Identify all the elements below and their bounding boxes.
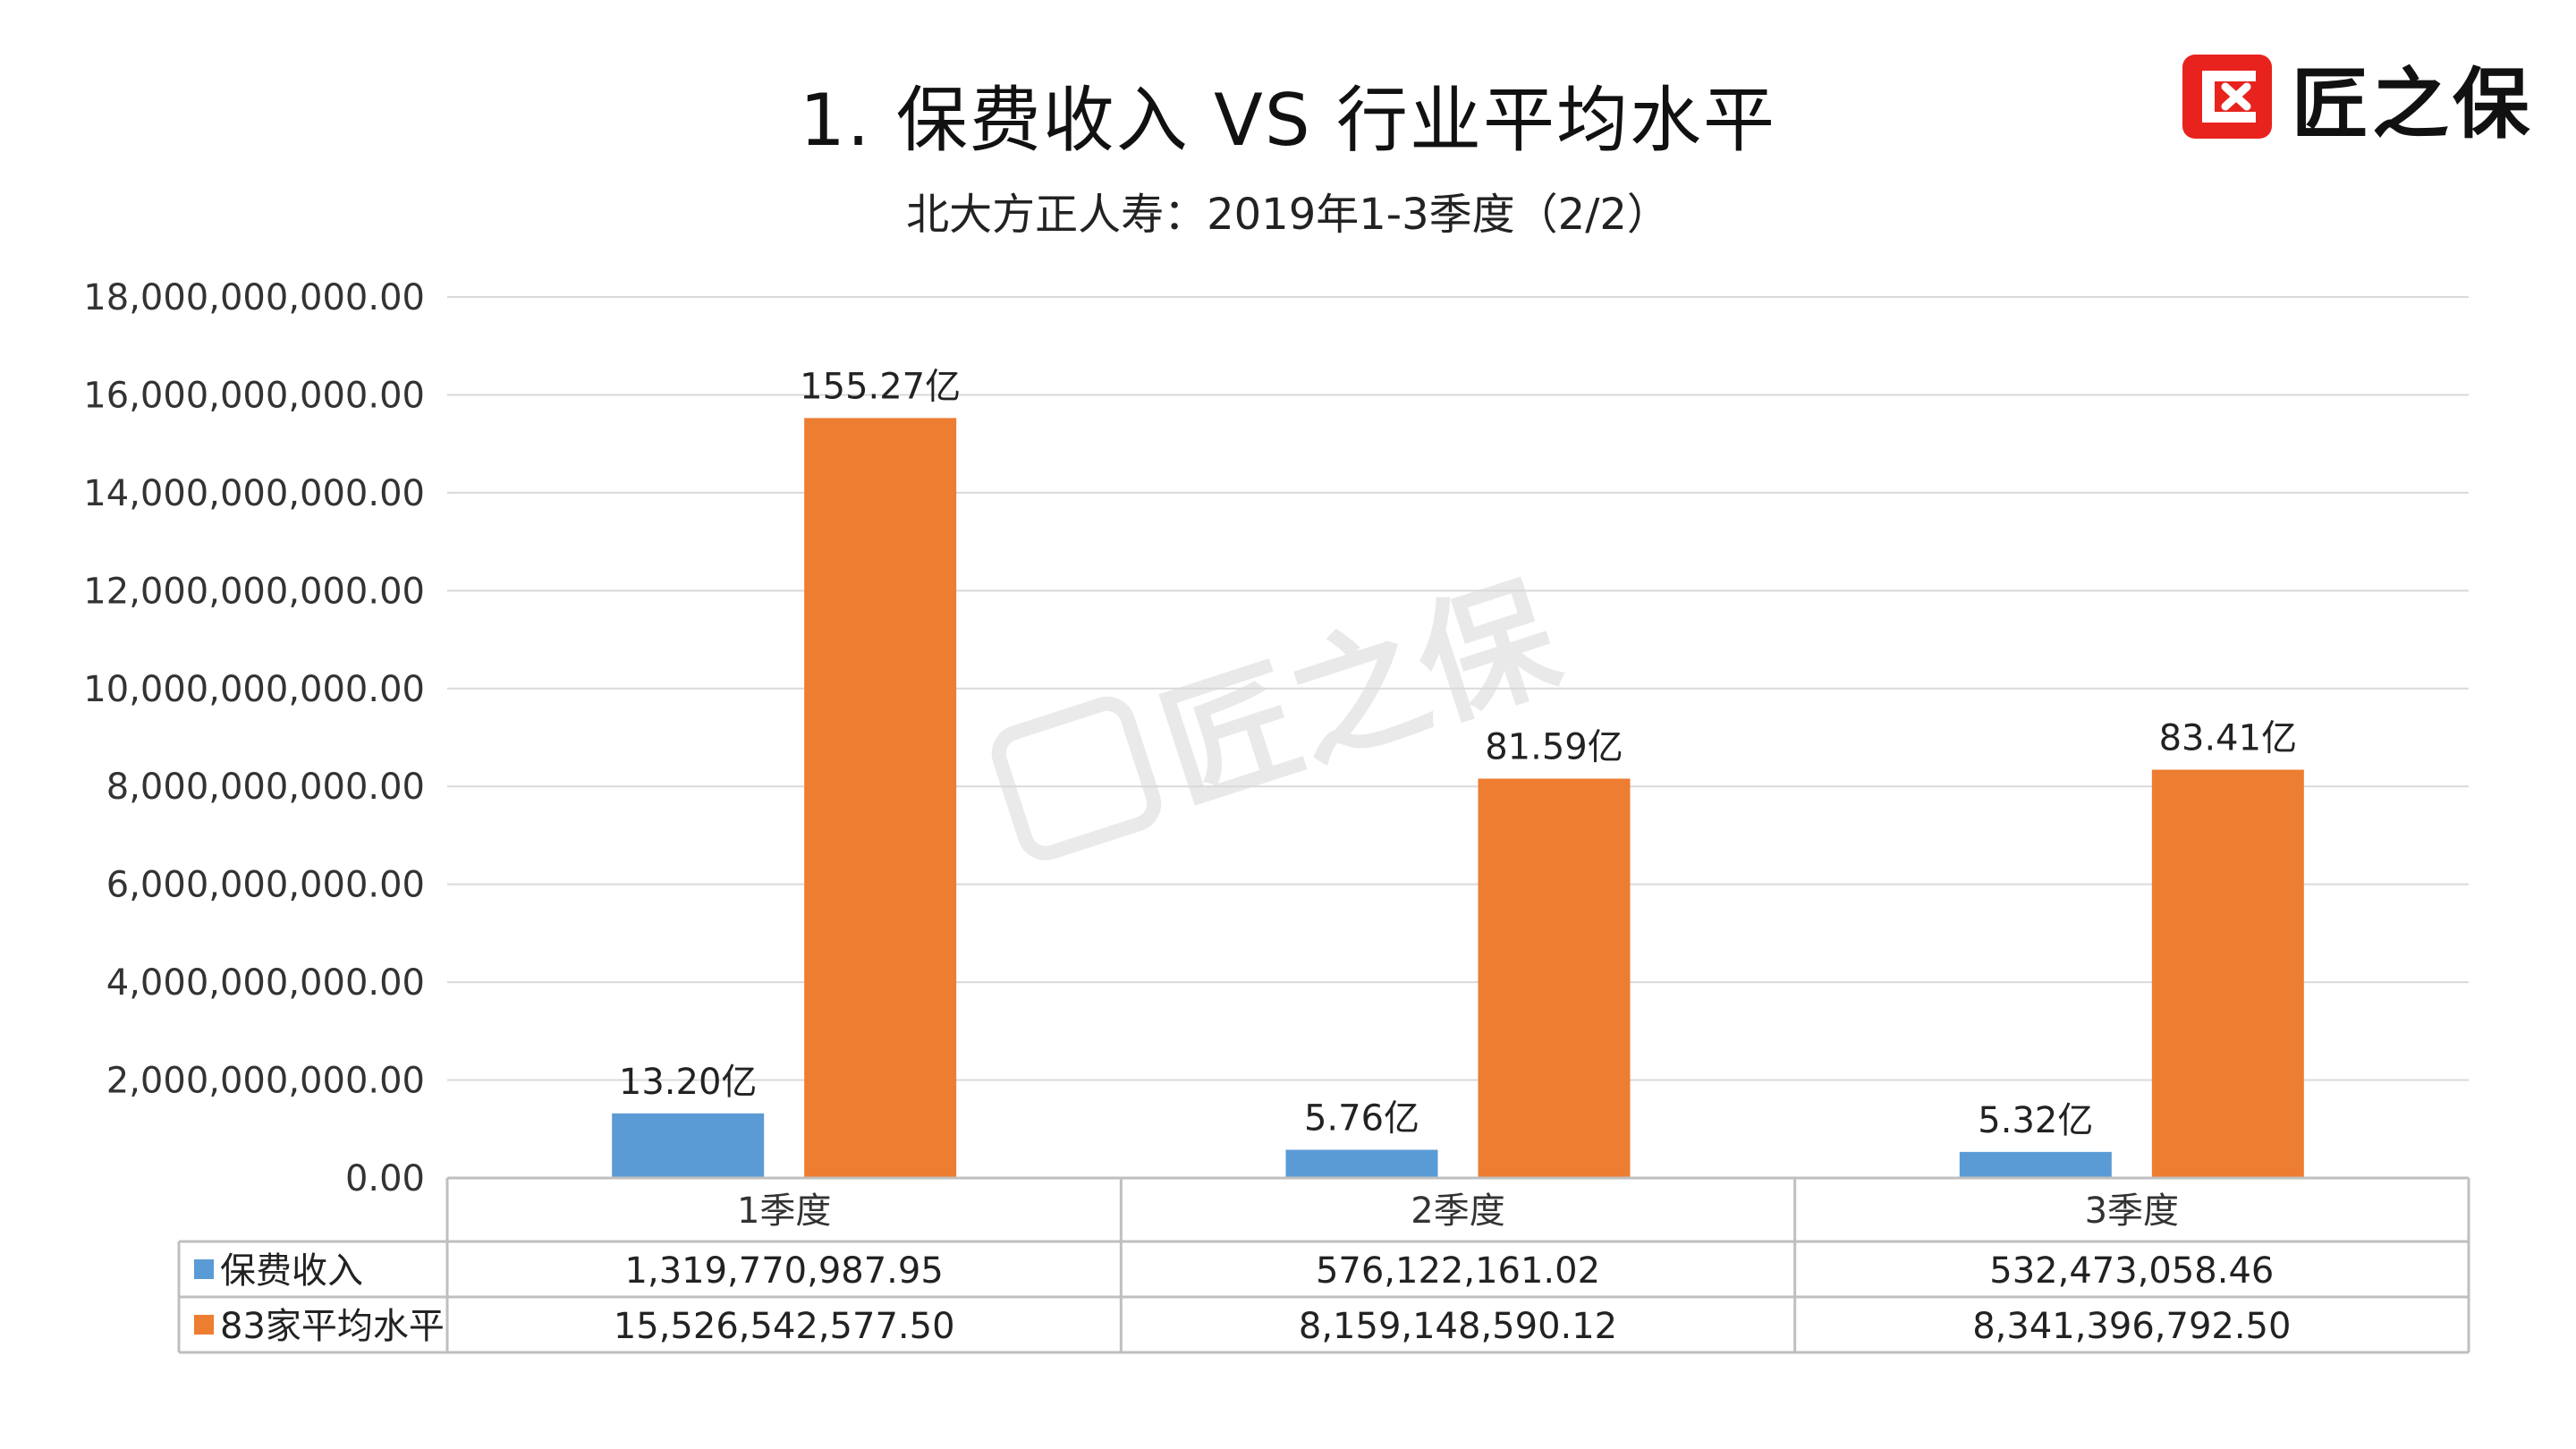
bar (2151, 769, 2304, 1178)
y-axis: 0.00 2,000,000,000.00 4,000,000,000.00 6,00… (83, 277, 425, 1199)
y-tick-label: 0.00 (345, 1158, 425, 1199)
y-tick-label: 10,000,000,000.00 (83, 669, 425, 710)
bar (1959, 1151, 2112, 1178)
chart-subtitle: 北大方正人寿：2019年1-3季度（2/2） (906, 190, 1670, 240)
brand-name: 匠之保 (2292, 59, 2533, 149)
bars (612, 418, 2304, 1178)
brand-logo-icon (2182, 55, 2272, 139)
x-tick-label: 3季度 (2085, 1191, 2179, 1232)
data-label: 155.27亿 (800, 366, 961, 407)
brand-logo: 匠之保 (2182, 52, 2558, 149)
y-tick-label: 6,000,000,000.00 (106, 865, 425, 906)
data-label: 5.76亿 (1304, 1097, 1419, 1139)
y-tick-label: 2,000,000,000.00 (106, 1061, 425, 1102)
y-tick-label: 16,000,000,000.00 (83, 375, 425, 416)
bar (804, 418, 957, 1178)
table-cell: 8,341,396,792.50 (1972, 1306, 2291, 1347)
y-tick-label: 12,000,000,000.00 (83, 571, 425, 612)
y-tick-label: 8,000,000,000.00 (106, 767, 425, 808)
y-tick-label: 4,000,000,000.00 (106, 962, 425, 1004)
watermark-icon (991, 696, 1162, 860)
data-label: 5.32亿 (1978, 1100, 2093, 1141)
data-label: 13.20亿 (619, 1062, 758, 1103)
bar (1478, 778, 1631, 1178)
data-labels: 13.20亿 155.27亿 5.76亿 81.59亿 5.32亿 83.41亿 (619, 366, 2297, 1141)
bar (1285, 1149, 1438, 1178)
table-cell: 576,122,161.02 (1316, 1250, 1600, 1292)
table-cell: 1,319,770,987.95 (625, 1250, 944, 1292)
legend-label: 83家平均水平 (220, 1306, 445, 1347)
gridlines (447, 296, 2469, 1081)
x-tick-label: 1季度 (737, 1191, 831, 1232)
chart-title: 1. 保费收入 VS 行业平均水平 (799, 79, 1777, 162)
legend-label: 保费收入 (220, 1250, 363, 1292)
table-cell: 8,159,148,590.12 (1299, 1306, 1617, 1347)
data-label: 81.59亿 (1485, 727, 1623, 768)
data-label: 83.41亿 (2159, 718, 2298, 759)
legend-swatch (194, 1259, 214, 1279)
y-tick-label: 18,000,000,000.00 (83, 277, 425, 318)
y-tick-label: 14,000,000,000.00 (83, 473, 425, 514)
table-cell: 15,526,542,577.50 (614, 1306, 955, 1347)
legend-swatch (194, 1315, 214, 1335)
table-cell: 532,473,058.46 (1989, 1250, 2274, 1292)
x-tick-label: 2季度 (1411, 1191, 1504, 1232)
bar (612, 1113, 765, 1178)
